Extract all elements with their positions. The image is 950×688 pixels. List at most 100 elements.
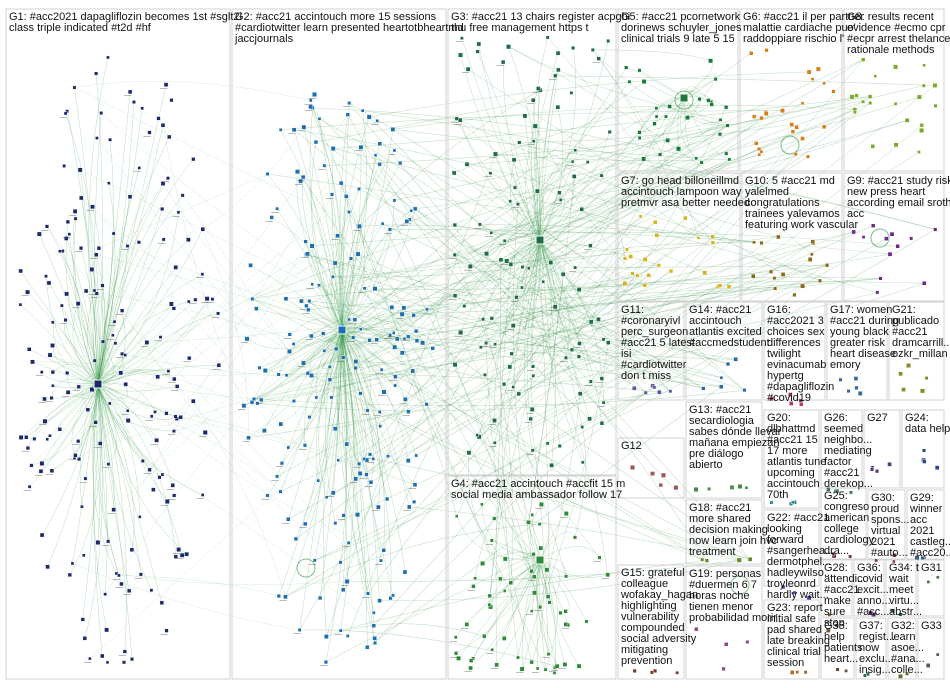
graph-node	[371, 457, 376, 461]
graph-node-mark: ───	[270, 210, 279, 215]
group-label-line: troyleonrd	[767, 578, 816, 590]
self-loop-edge	[730, 575, 750, 595]
graph-node	[165, 176, 170, 181]
graph-edge	[341, 329, 371, 411]
graph-node	[799, 402, 804, 407]
graph-edge	[309, 107, 343, 331]
graph-node	[654, 106, 659, 110]
graph-node	[38, 469, 44, 474]
graph-edge	[217, 313, 306, 446]
graph-node-mark: ───	[534, 505, 543, 510]
graph-node-mark: ───	[583, 247, 592, 252]
graph-edge	[539, 239, 590, 419]
graph-node-mark: ───	[460, 626, 469, 631]
graph-edge	[402, 278, 881, 354]
graph-node	[577, 341, 582, 346]
graph-node	[622, 256, 627, 261]
group-label-line: #acc21 15	[767, 434, 818, 446]
graph-node	[349, 256, 353, 261]
graph-node	[480, 561, 485, 566]
graph-edge	[97, 285, 106, 385]
graph-node	[292, 399, 296, 403]
graph-edge	[329, 283, 625, 380]
graph-edge	[100, 114, 349, 444]
graph-edge	[539, 75, 556, 241]
graph-node	[246, 435, 251, 440]
graph-node	[330, 146, 336, 151]
graph-node	[18, 435, 24, 440]
graph-edge	[519, 96, 853, 143]
graph-edge	[517, 202, 541, 241]
graph-edge	[20, 270, 99, 385]
graph-edge	[347, 192, 560, 637]
graph-edge	[51, 378, 99, 398]
graph-node	[793, 152, 798, 157]
graph-edge	[539, 559, 566, 665]
group-label-line: help	[824, 631, 845, 643]
graph-node-mark: ───	[161, 179, 170, 184]
self-loop-edge	[296, 558, 316, 578]
graph-node	[85, 407, 91, 412]
graph-node-mark: ───	[550, 667, 559, 672]
graph-node-mark: ───	[45, 399, 54, 404]
graph-edge	[415, 208, 647, 394]
graph-node	[653, 220, 658, 225]
graph-edge	[539, 199, 561, 241]
graph-node	[375, 119, 379, 123]
graph-node	[307, 299, 312, 303]
graph-edge	[472, 559, 541, 659]
graph-edge	[533, 125, 922, 377]
graph-node	[895, 244, 900, 249]
graph-node-mark: ───	[496, 63, 505, 68]
graph-node-mark: ───	[134, 575, 143, 580]
group-cell-g20	[763, 409, 820, 509]
graph-node	[726, 284, 732, 289]
graph-node	[39, 532, 45, 538]
graph-node	[344, 441, 350, 447]
group-label-line: congreso	[824, 501, 869, 513]
graph-node	[706, 98, 711, 103]
graph-node	[409, 208, 413, 213]
graph-edge	[574, 85, 924, 177]
graph-edge	[486, 108, 657, 254]
group-cell-g19	[685, 565, 763, 680]
graph-edge	[310, 106, 345, 331]
graph-node-mark: ───	[112, 577, 121, 582]
graph-node	[313, 139, 319, 145]
graph-node	[366, 114, 372, 120]
graph-edge	[46, 226, 99, 385]
graph-node	[737, 484, 743, 489]
graph-node	[605, 572, 610, 578]
graph-node	[694, 156, 698, 161]
group-label-line: young black	[830, 326, 889, 338]
graph-edge	[538, 88, 541, 241]
graph-edge	[142, 460, 374, 626]
graph-node	[920, 388, 925, 394]
group-label-line: excit...	[857, 584, 889, 596]
graph-edge	[341, 147, 362, 331]
graph-node-mark: ───	[172, 551, 181, 556]
graph-node-mark: ───	[211, 314, 220, 319]
graph-node	[94, 71, 99, 76]
graph-edge	[324, 285, 803, 352]
graph-node	[893, 142, 899, 148]
graph-edge	[72, 563, 300, 631]
graph-edge	[341, 329, 358, 515]
graph-edge	[116, 573, 348, 585]
graph-edge	[512, 239, 541, 388]
graph-node	[60, 303, 64, 308]
graph-edge	[341, 229, 391, 331]
graph-node	[111, 507, 116, 512]
graph-node	[710, 234, 715, 239]
graph-node	[599, 376, 605, 381]
group-label-line: colle...	[891, 664, 923, 676]
graph-node-mark: ───	[375, 371, 384, 376]
graph-node	[329, 395, 334, 400]
graph-edge	[97, 303, 172, 385]
graph-node	[345, 112, 350, 117]
graph-edge	[415, 96, 920, 210]
graph-node	[122, 660, 126, 665]
graph-edge	[52, 364, 99, 385]
node-layer: ────────────────────────────────────────…	[18, 35, 940, 679]
graph-node	[844, 669, 848, 673]
